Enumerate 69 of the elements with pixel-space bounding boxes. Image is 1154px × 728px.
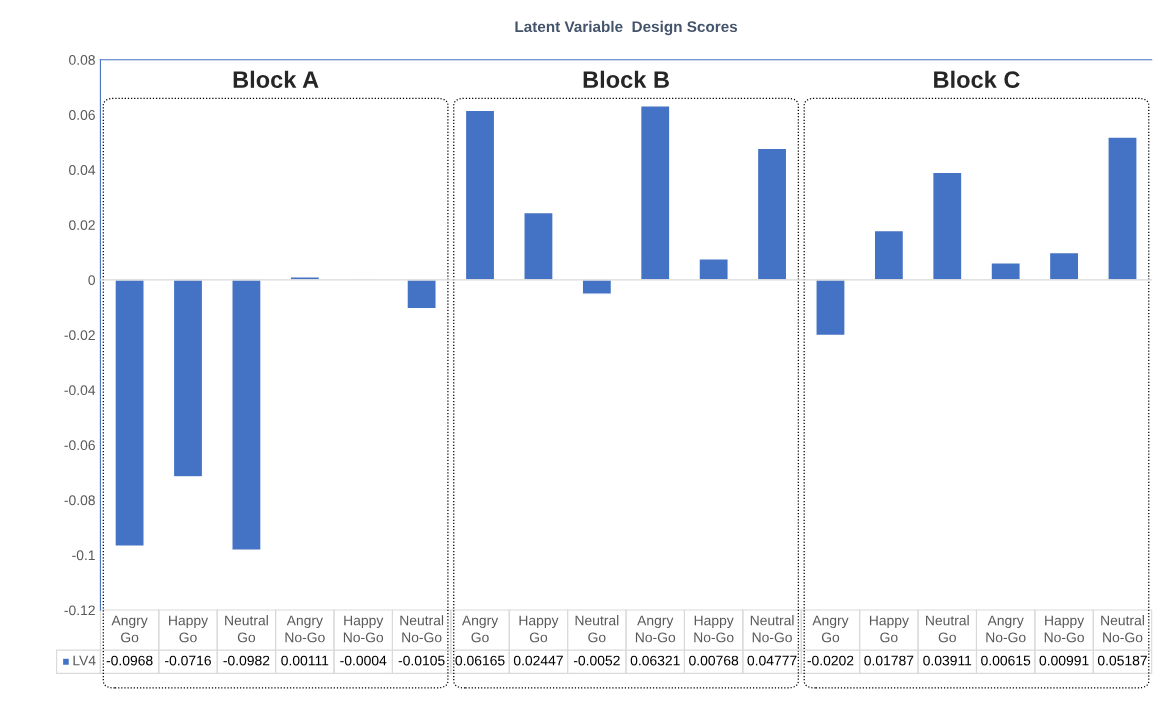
bar	[172, 279, 204, 478]
x-tick-label: Happy Go	[869, 615, 909, 643]
bar	[1048, 251, 1080, 281]
y-tick-label: -0.04	[64, 385, 96, 396]
y-tick-label: 0.08	[69, 55, 95, 65]
legend-label: LV4	[73, 655, 96, 666]
x-tick-label: Angry Go	[111, 615, 148, 643]
annotation: Block B	[583, 70, 669, 89]
x-tick-label: Angry No-Go	[285, 615, 325, 643]
x-tick-label: Happy No-Go	[694, 615, 734, 643]
data-label: 0.00111	[281, 655, 329, 666]
bar	[114, 279, 145, 547]
bar	[289, 276, 321, 281]
bar	[1107, 136, 1138, 281]
data-label: 0.02447	[513, 655, 563, 666]
bar	[873, 229, 905, 281]
bar	[698, 258, 729, 281]
x-tick-label: Angry No-Go	[986, 615, 1026, 643]
x-tick-label: Neutral Go	[225, 615, 268, 643]
data-label: -0.0105	[398, 655, 445, 666]
data-label: 0.05187	[1097, 655, 1147, 666]
x-tick-label: Happy No-Go	[343, 615, 384, 643]
chart-title: Latent Variable Design Scores	[515, 20, 738, 36]
x-tick-label: Neutral No-Go	[1101, 615, 1144, 643]
data-label: -0.0982	[223, 655, 270, 666]
bar	[231, 279, 262, 551]
data-label: 0.00615	[981, 655, 1031, 666]
bar	[756, 147, 788, 281]
bar	[523, 211, 554, 281]
y-tick-label: 0	[88, 275, 95, 286]
x-tick-label: Neutral No-Go	[750, 615, 794, 643]
y-tick-label: 0.02	[69, 220, 95, 230]
x-tick-label: Happy No-Go	[1044, 615, 1085, 643]
data-label: -0.0202	[807, 655, 854, 666]
data-label: 0.01787	[864, 655, 914, 666]
x-tick-label: Happy Go	[519, 615, 559, 643]
data-label: -0.0716	[165, 655, 211, 666]
bar	[406, 279, 437, 310]
y-tick-label: -0.02	[64, 330, 95, 341]
data-label: 0.03911	[923, 655, 972, 666]
x-tick-label: Neutral No-Go	[400, 615, 444, 643]
x-tick-label: Neutral Go	[926, 615, 969, 643]
data-label: -0.0968	[106, 655, 153, 666]
data-label: -0.0052	[573, 655, 620, 666]
data-label: 0.04777	[747, 655, 797, 666]
bar	[639, 105, 671, 281]
y-tick-label: -0.06	[64, 440, 95, 451]
data-label: -0.0004	[340, 655, 387, 666]
data-label: 0.06321	[630, 655, 680, 666]
y-tick-label: -0.12	[64, 605, 95, 616]
y-tick-label: 0.06	[69, 110, 95, 120]
annotation: Block C	[934, 70, 1020, 89]
bar	[464, 109, 496, 281]
x-tick-label: Angry Go	[812, 615, 849, 643]
data-label: 0.06165	[455, 655, 505, 666]
annotation: Block A	[233, 70, 319, 89]
bar	[581, 279, 613, 295]
bar	[990, 262, 1021, 281]
y-tick-label: -0.08	[64, 495, 95, 506]
data-label: 0.00991	[1039, 655, 1089, 666]
bar	[931, 171, 963, 281]
x-tick-label: Angry No-Go	[635, 615, 676, 643]
x-tick-label: Neutral Go	[575, 615, 619, 643]
y-tick-label: 0.04	[69, 165, 96, 175]
y-tick-label: -0.1	[72, 550, 95, 561]
x-tick-label: Happy Go	[169, 615, 209, 643]
data-label: 0.00768	[689, 655, 739, 666]
bar	[815, 279, 846, 337]
x-tick-label: Angry Go	[461, 615, 499, 643]
